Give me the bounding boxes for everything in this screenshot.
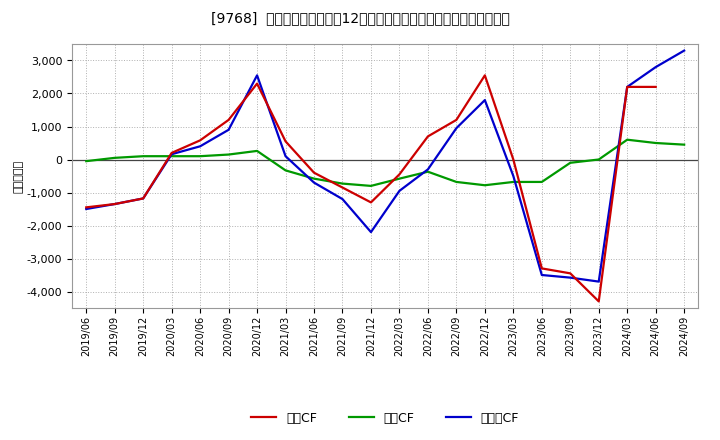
フリーCF (680, 48, 688, 53)
投資CF (480, 183, 489, 188)
営業CF (282, 139, 290, 144)
投資CF (509, 180, 518, 185)
投資CF (652, 140, 660, 146)
営業CF (196, 138, 204, 143)
営業CF (395, 172, 404, 177)
営業CF (623, 84, 631, 90)
投資CF (366, 183, 375, 188)
投資CF (680, 142, 688, 147)
フリーCF (225, 127, 233, 132)
営業CF (537, 266, 546, 271)
営業CF (139, 196, 148, 201)
フリーCF (282, 154, 290, 159)
営業CF (310, 170, 318, 175)
フリーCF (310, 180, 318, 185)
フリーCF (623, 84, 631, 90)
投資CF (167, 154, 176, 159)
投資CF (139, 154, 148, 159)
投資CF (110, 155, 119, 161)
フリーCF (110, 202, 119, 207)
投資CF (395, 176, 404, 181)
投資CF (196, 154, 204, 159)
投資CF (338, 181, 347, 186)
投資CF (452, 180, 461, 185)
フリーCF (395, 188, 404, 194)
投資CF (623, 137, 631, 143)
フリーCF (82, 206, 91, 212)
投資CF (566, 160, 575, 165)
営業CF (167, 150, 176, 156)
営業CF (566, 271, 575, 276)
投資CF (423, 169, 432, 174)
Line: 営業CF: 営業CF (86, 75, 656, 301)
営業CF (652, 84, 660, 90)
投資CF (82, 158, 91, 164)
Y-axis label: （百万円）: （百万円） (14, 159, 24, 193)
フリーCF (423, 167, 432, 172)
営業CF (595, 299, 603, 304)
フリーCF (366, 230, 375, 235)
営業CF (338, 185, 347, 190)
フリーCF (509, 173, 518, 179)
フリーCF (595, 279, 603, 284)
Text: [9768]  キャッシュフローの12か月移動合計の対前年同期増減額の推移: [9768] キャッシュフローの12か月移動合計の対前年同期増減額の推移 (210, 11, 510, 25)
営業CF (82, 205, 91, 210)
営業CF (423, 134, 432, 139)
フリーCF (452, 125, 461, 131)
営業CF (110, 202, 119, 207)
フリーCF (480, 97, 489, 103)
投資CF (282, 168, 290, 173)
Line: 投資CF: 投資CF (86, 140, 684, 186)
Legend: 営業CF, 投資CF, フリーCF: 営業CF, 投資CF, フリーCF (246, 407, 524, 429)
営業CF (452, 117, 461, 122)
フリーCF (566, 275, 575, 280)
営業CF (225, 117, 233, 122)
フリーCF (253, 73, 261, 78)
フリーCF (537, 272, 546, 278)
営業CF (366, 200, 375, 205)
フリーCF (167, 152, 176, 157)
フリーCF (652, 64, 660, 70)
投資CF (253, 148, 261, 154)
フリーCF (196, 143, 204, 149)
投資CF (537, 180, 546, 185)
営業CF (480, 73, 489, 78)
Line: フリーCF: フリーCF (86, 51, 684, 282)
フリーCF (139, 196, 148, 201)
投資CF (225, 152, 233, 157)
投資CF (310, 176, 318, 181)
営業CF (253, 81, 261, 86)
営業CF (509, 157, 518, 162)
投資CF (595, 157, 603, 162)
フリーCF (338, 197, 347, 202)
